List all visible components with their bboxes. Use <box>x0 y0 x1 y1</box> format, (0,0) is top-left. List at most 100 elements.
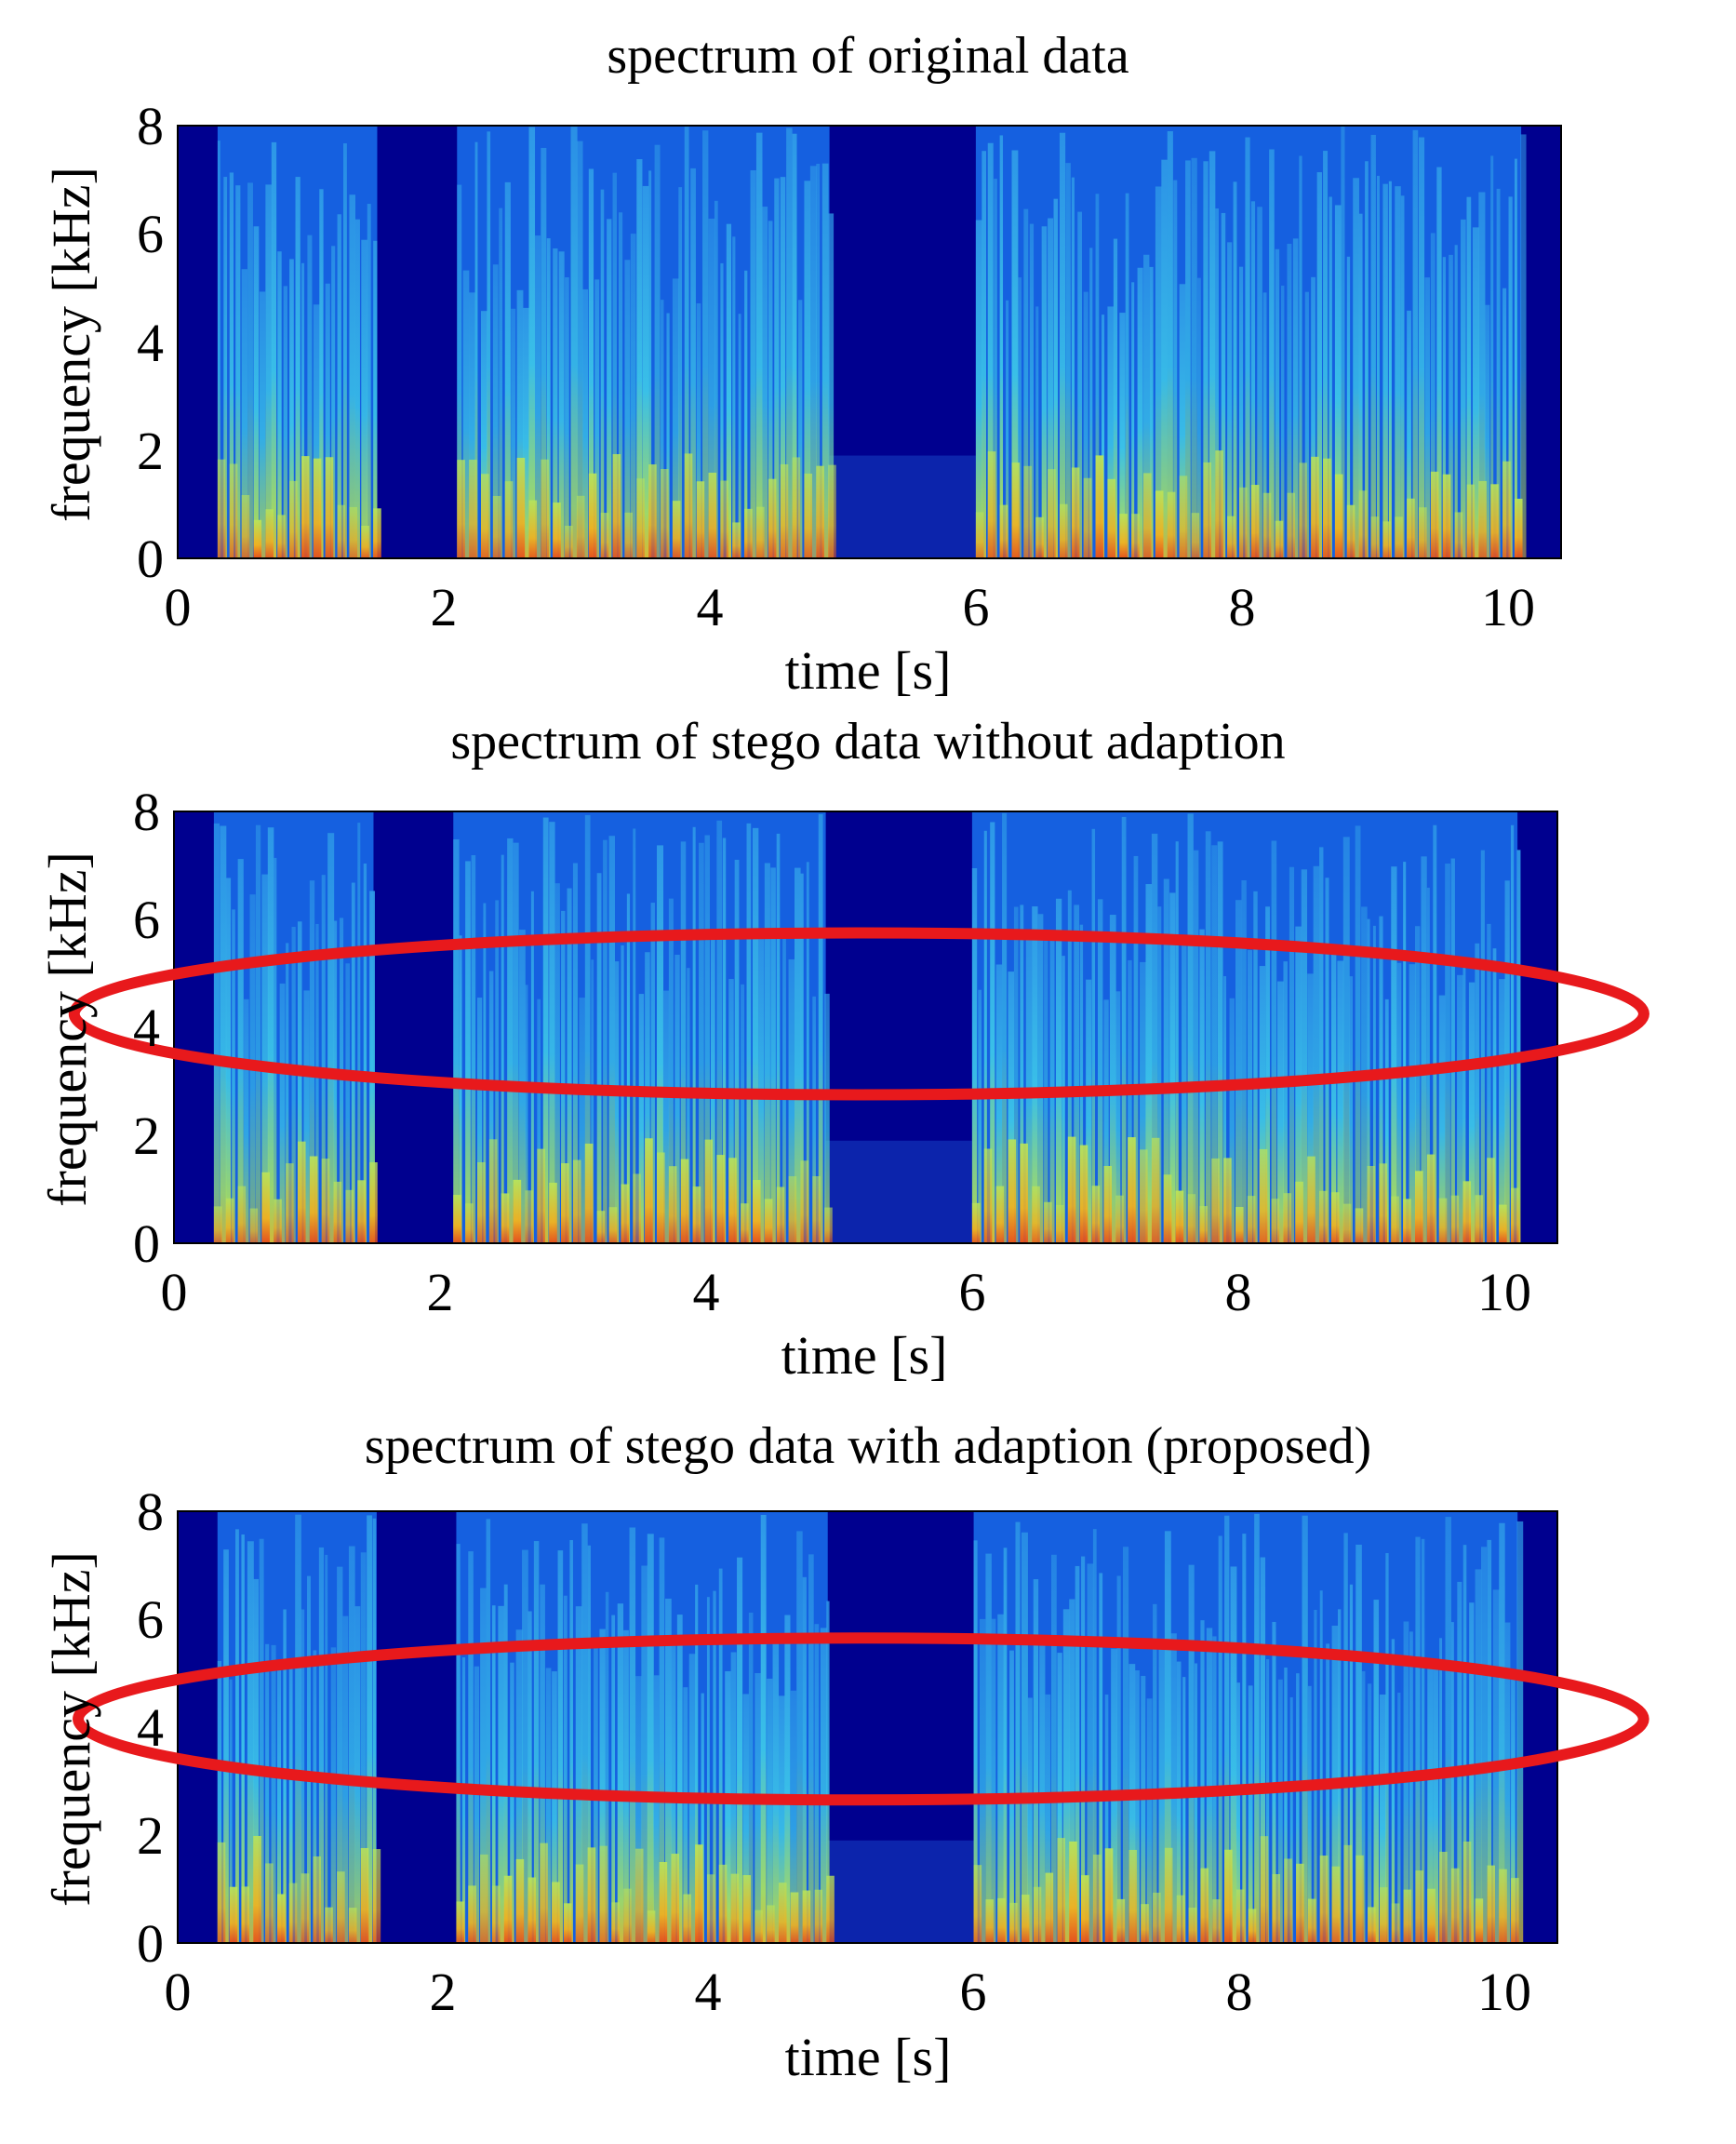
energy-stripe <box>229 1679 233 1943</box>
energy-stripe <box>748 1612 754 1943</box>
energy-stripe <box>1125 193 1129 558</box>
energy-stripe <box>333 920 338 1243</box>
energy-stripe <box>1289 866 1295 1243</box>
energy-stripe <box>1182 1677 1186 1943</box>
energy-stripe <box>557 1550 564 1943</box>
energy-stripe <box>1299 155 1302 558</box>
harmonic-band <box>217 1842 226 1943</box>
energy-stripe <box>588 168 594 558</box>
energy-stripe <box>808 1554 814 1943</box>
energy-stripe <box>647 1534 654 1943</box>
x-tick: 8 <box>1226 1962 1253 2022</box>
harmonic-band <box>1203 462 1211 558</box>
energy-stripe <box>1266 1659 1270 1943</box>
energy-stripe <box>820 1628 827 1943</box>
energy-stripe <box>1281 285 1285 558</box>
energy-stripe <box>752 827 759 1243</box>
harmonic-band <box>217 459 226 558</box>
x-axis-label: time [s] <box>785 640 952 701</box>
energy-stripe <box>1287 243 1292 558</box>
energy-stripe <box>235 185 241 558</box>
harmonic-band <box>661 469 669 558</box>
energy-stripe <box>1133 855 1139 1243</box>
energy-stripe <box>1104 1695 1109 1943</box>
energy-stripe <box>255 824 261 1243</box>
energy-stripe <box>1376 175 1380 558</box>
energy-stripe <box>594 279 600 558</box>
harmonic-band <box>541 459 549 558</box>
energy-stripe <box>462 270 470 558</box>
energy-stripe <box>1409 1631 1413 1943</box>
harmonic-band <box>345 1189 354 1243</box>
harmonic-band <box>624 512 633 558</box>
harmonic-band <box>337 1871 345 1943</box>
harmonic-band <box>1163 1174 1172 1243</box>
x-tick: 4 <box>697 577 724 637</box>
energy-stripe <box>626 893 631 1243</box>
energy-stripe <box>728 979 734 1243</box>
harmonic-band <box>1450 1195 1460 1243</box>
harmonic-band <box>1048 469 1056 558</box>
harmonic-band <box>360 1847 369 1943</box>
energy-stripe <box>513 842 519 1243</box>
energy-stripe <box>1472 227 1479 558</box>
energy-stripe <box>343 143 347 558</box>
y-tick: 2 <box>133 1106 160 1166</box>
energy-stripe <box>325 1554 328 1943</box>
energy-stripe <box>742 1694 749 1943</box>
energy-stripe <box>1490 155 1494 558</box>
energy-stripe <box>1023 208 1029 558</box>
energy-stripe <box>492 264 499 558</box>
energy-stripe <box>1492 948 1497 1243</box>
energy-stripe <box>1449 254 1453 558</box>
harmonic-band <box>1307 1156 1315 1243</box>
energy-stripe <box>754 1673 761 1943</box>
harmonic-band <box>792 457 801 558</box>
harmonic-band <box>1008 1139 1017 1243</box>
energy-stripe <box>599 1628 606 1943</box>
harmonic-band <box>1071 467 1080 558</box>
energy-stripe <box>1091 828 1096 1243</box>
energy-stripe <box>237 859 244 1243</box>
harmonic-band <box>313 458 322 558</box>
harmonic-band <box>1343 1844 1352 1943</box>
energy-stripe <box>994 179 997 558</box>
harmonic-band <box>563 1903 572 1943</box>
energy-stripe <box>796 1531 803 1943</box>
harmonic-band <box>457 460 465 558</box>
harmonic-band <box>1155 490 1164 558</box>
energy-stripe <box>1338 1609 1342 1943</box>
energy-stripe <box>229 172 234 558</box>
energy-stripe <box>283 286 287 558</box>
energy-stripe <box>572 863 578 1243</box>
harmonic-band <box>515 1858 525 1943</box>
harmonic-band <box>680 1159 689 1243</box>
energy-stripe <box>480 1588 487 1943</box>
energy-stripe <box>1157 906 1162 1243</box>
harmonic-band <box>1462 1181 1472 1243</box>
energy-stripe <box>790 1690 797 1943</box>
harmonic-band <box>476 1162 486 1243</box>
harmonic-band <box>565 526 573 558</box>
energy-stripe <box>812 996 816 1243</box>
energy-stripe <box>1116 1575 1121 1943</box>
energy-stripe <box>483 903 487 1243</box>
harmonic-band <box>1092 1855 1102 1943</box>
energy-stripe <box>1227 242 1233 558</box>
energy-stripe <box>792 133 797 558</box>
harmonic-band <box>1403 1199 1411 1243</box>
x-axis-label: time [s] <box>781 1325 948 1386</box>
harmonic-band <box>1272 1874 1280 1943</box>
energy-stripe <box>975 220 982 558</box>
energy-stripe <box>818 813 823 1243</box>
harmonic-band <box>755 506 765 558</box>
y-tick: 0 <box>133 1213 160 1274</box>
energy-stripe <box>1337 960 1344 1243</box>
energy-stripe <box>668 898 674 1243</box>
harmonic-band <box>1223 1158 1232 1243</box>
energy-stripe <box>706 1597 710 1943</box>
x-ticks: 0 2 4 6 8 10 <box>165 577 1536 637</box>
highlight-ellipse <box>68 927 1649 1101</box>
harmonic-band <box>995 1186 1005 1243</box>
harmonic-band <box>1044 1201 1052 1243</box>
